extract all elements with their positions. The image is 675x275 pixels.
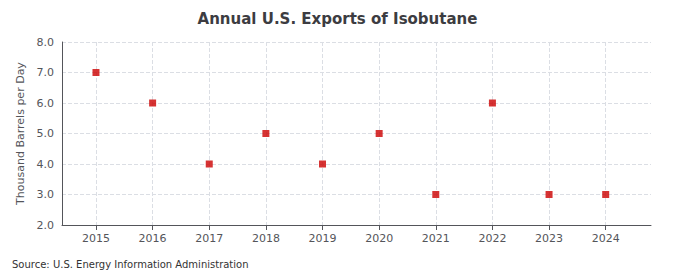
svg-text:2023: 2023	[535, 232, 563, 245]
svg-text:2021: 2021	[422, 232, 450, 245]
svg-text:2024: 2024	[592, 232, 620, 245]
svg-text:7.0: 7.0	[37, 66, 55, 79]
svg-text:4.0: 4.0	[37, 158, 55, 171]
svg-text:2016: 2016	[139, 232, 167, 245]
svg-text:Annual U.S. Exports of Isobuta: Annual U.S. Exports of Isobutane	[198, 10, 478, 28]
svg-text:2019: 2019	[309, 232, 337, 245]
svg-text:2015: 2015	[82, 232, 110, 245]
svg-text:2022: 2022	[478, 232, 506, 245]
svg-text:6.0: 6.0	[37, 97, 55, 110]
svg-text:Thousand Barrels per Day: Thousand Barrels per Day	[14, 62, 27, 206]
svg-text:8.0: 8.0	[37, 36, 55, 49]
svg-text:2017: 2017	[195, 232, 223, 245]
svg-text:2020: 2020	[365, 232, 393, 245]
svg-text:Source: U.S. Energy Informatio: Source: U.S. Energy Information Administ…	[12, 259, 249, 270]
svg-text:2.0: 2.0	[37, 219, 55, 232]
svg-text:2018: 2018	[252, 232, 280, 245]
svg-text:5.0: 5.0	[37, 127, 55, 140]
svg-text:3.0: 3.0	[37, 188, 55, 201]
